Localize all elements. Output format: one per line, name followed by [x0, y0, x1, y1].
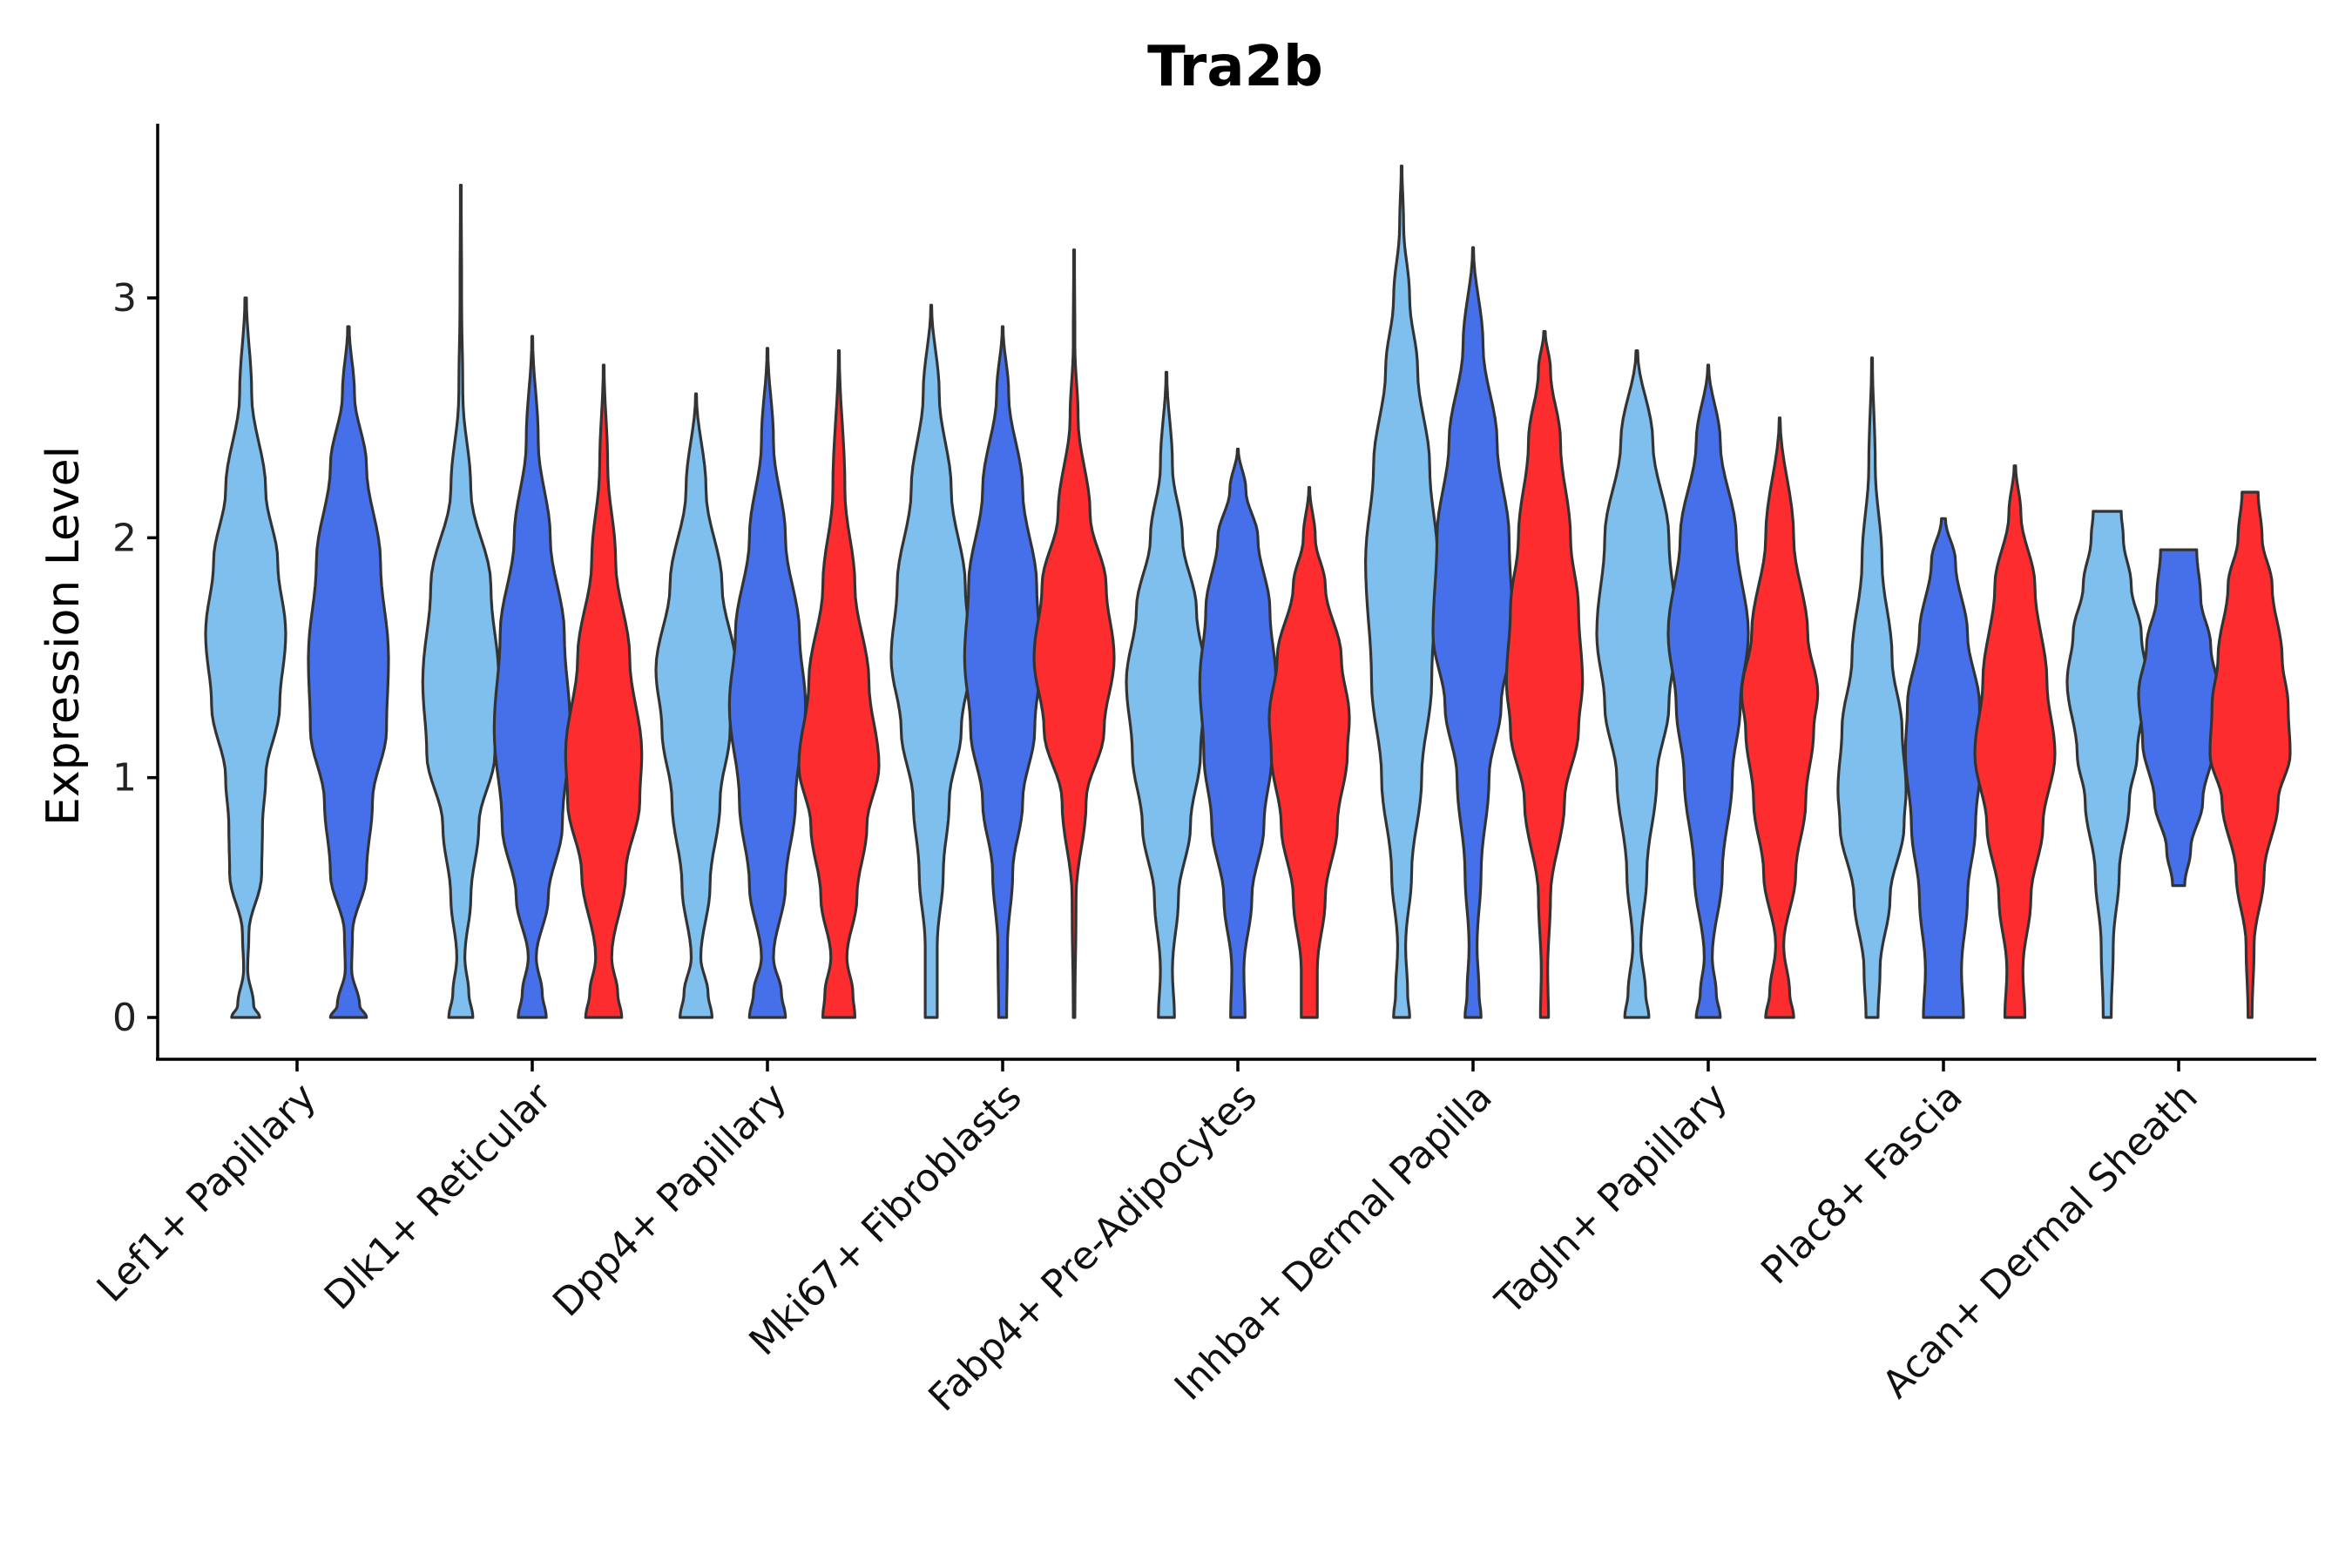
violin-4-1 [1198, 447, 1278, 1019]
violin-4-0 [1125, 370, 1208, 1019]
violin-1-1 [492, 335, 572, 1019]
violin-5-2 [1504, 329, 1585, 1019]
y-tick-label: 3 [112, 276, 137, 321]
violin-layer [204, 165, 2292, 1019]
y-tick-label: 2 [112, 516, 137, 560]
x-tick-label: Dpp4+ Papillary [544, 1075, 795, 1326]
x-tick-label: Tagln+ Papillary [1487, 1075, 1736, 1324]
violin-8-0 [2065, 510, 2149, 1019]
violin-5-0 [1364, 165, 1439, 1019]
violin-7-0 [1836, 356, 1908, 1019]
violin-3-2 [1032, 248, 1116, 1019]
violin-2-1 [727, 347, 808, 1019]
violin-6-2 [1740, 416, 1820, 1019]
violin-7-1 [1903, 517, 1984, 1019]
violin-2-0 [654, 392, 738, 1019]
violin-1-2 [564, 363, 644, 1019]
violin-8-1 [2137, 548, 2220, 888]
violin-7-2 [1973, 464, 2057, 1019]
violin-2-2 [797, 349, 881, 1019]
x-tick-label: Lef1+ Papillary [89, 1075, 325, 1311]
chart-title: Tra2b [1147, 35, 1323, 99]
violin-8-2 [2208, 490, 2292, 1019]
y-ticks: 0 1 2 3 [112, 276, 158, 1040]
violin-3-0 [889, 303, 973, 1019]
y-tick-label: 0 [112, 996, 137, 1040]
violin-6-0 [1595, 349, 1679, 1019]
violin-3-1 [963, 325, 1043, 1019]
violin-0-0 [204, 296, 287, 1019]
axes [156, 124, 2316, 1061]
x-tick-label: Plac8+ Fascia [1753, 1075, 1971, 1294]
violin-5-1 [1431, 246, 1515, 1019]
y-tick-label: 1 [112, 756, 137, 801]
violin-1-0 [421, 184, 501, 1019]
x-tick-label: Dlk1+ Reticular [316, 1074, 561, 1319]
violin-0-1 [307, 325, 390, 1019]
violin-6-1 [1666, 363, 1750, 1019]
violin-4-2 [1267, 485, 1351, 1019]
y-axis-label: Expression Level [37, 446, 90, 826]
